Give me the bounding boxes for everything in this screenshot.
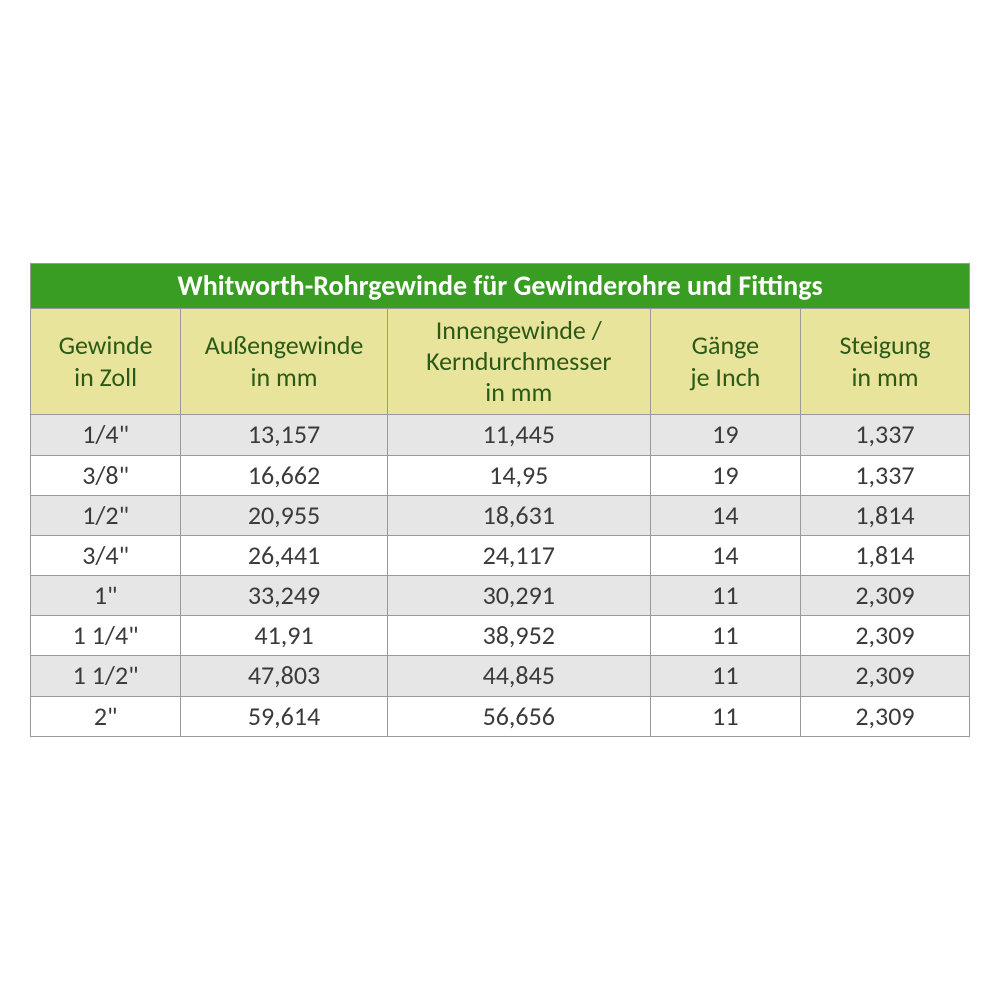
col-header-line: in Zoll — [74, 361, 137, 393]
cell: 14,95 — [387, 455, 650, 495]
cell: 20,955 — [181, 495, 388, 535]
col-header-line: Steigung — [839, 329, 930, 361]
col-header-line: Gewinde — [59, 329, 153, 361]
table-row: 2" 59,614 56,656 11 2,309 — [31, 696, 970, 736]
cell: 2,309 — [800, 616, 969, 656]
cell: 1" — [31, 576, 181, 616]
cell: 1,814 — [800, 535, 969, 575]
table-row: 1/2" 20,955 18,631 14 1,814 — [31, 495, 970, 535]
col-header-line: in mm — [851, 361, 918, 393]
table-row: 1 1/4" 41,91 38,952 11 2,309 — [31, 616, 970, 656]
cell: 3/4" — [31, 535, 181, 575]
cell: 33,249 — [181, 576, 388, 616]
cell: 3/8" — [31, 455, 181, 495]
cell: 11,445 — [387, 415, 650, 455]
cell: 56,656 — [387, 696, 650, 736]
cell: 14 — [650, 535, 800, 575]
cell: 38,952 — [387, 616, 650, 656]
table-row: 1" 33,249 30,291 11 2,309 — [31, 576, 970, 616]
cell: 11 — [650, 616, 800, 656]
cell: 16,662 — [181, 455, 388, 495]
cell: 47,803 — [181, 656, 388, 696]
cell: 1 1/4" — [31, 616, 181, 656]
cell: 18,631 — [387, 495, 650, 535]
cell: 41,91 — [181, 616, 388, 656]
cell: 24,117 — [387, 535, 650, 575]
cell: 30,291 — [387, 576, 650, 616]
cell: 1 1/2" — [31, 656, 181, 696]
table: Whitworth-Rohrgewinde für Gewinderohre u… — [30, 263, 970, 737]
cell: 2,309 — [800, 696, 969, 736]
col-header-line: in mm — [485, 376, 552, 408]
cell: 11 — [650, 656, 800, 696]
col-header-line: Kerndurchmesser — [426, 345, 611, 377]
cell: 1,337 — [800, 455, 969, 495]
col-header-line: in mm — [251, 361, 318, 393]
table-row: 1 1/2" 47,803 44,845 11 2,309 — [31, 656, 970, 696]
cell: 1/2" — [31, 495, 181, 535]
col-header-line: Außengewinde — [205, 329, 364, 361]
cell: 1/4" — [31, 415, 181, 455]
col-header-line: Innengewinde / — [436, 314, 602, 346]
cell: 11 — [650, 696, 800, 736]
table-row: 3/4" 26,441 24,117 14 1,814 — [31, 535, 970, 575]
cell: 59,614 — [181, 696, 388, 736]
col-header-steigung: Steigung in mm — [800, 308, 969, 415]
cell: 1,814 — [800, 495, 969, 535]
cell: 2,309 — [800, 656, 969, 696]
cell: 26,441 — [181, 535, 388, 575]
col-header-innengewinde: Innengewinde / Kerndurchmesser in mm — [387, 308, 650, 415]
table-row: 3/8" 16,662 14,95 19 1,337 — [31, 455, 970, 495]
col-header-line: Gänge — [692, 329, 759, 361]
thread-spec-table: Whitworth-Rohrgewinde für Gewinderohre u… — [30, 263, 970, 737]
col-header-aussengewinde: Außengewinde in mm — [181, 308, 388, 415]
col-header-line: je Inch — [690, 361, 760, 393]
table-row: 1/4" 13,157 11,445 19 1,337 — [31, 415, 970, 455]
cell: 2,309 — [800, 576, 969, 616]
table-title: Whitworth-Rohrgewinde für Gewinderohre u… — [31, 264, 970, 309]
col-header-gaenge: Gänge je Inch — [650, 308, 800, 415]
cell: 14 — [650, 495, 800, 535]
cell: 19 — [650, 455, 800, 495]
table-title-row: Whitworth-Rohrgewinde für Gewinderohre u… — [31, 264, 970, 309]
cell: 13,157 — [181, 415, 388, 455]
col-header-gewinde: Gewinde in Zoll — [31, 308, 181, 415]
table-header-row: Gewinde in Zoll Außengewinde in mm Innen… — [31, 308, 970, 415]
cell: 44,845 — [387, 656, 650, 696]
cell: 1,337 — [800, 415, 969, 455]
cell: 11 — [650, 576, 800, 616]
cell: 19 — [650, 415, 800, 455]
cell: 2" — [31, 696, 181, 736]
